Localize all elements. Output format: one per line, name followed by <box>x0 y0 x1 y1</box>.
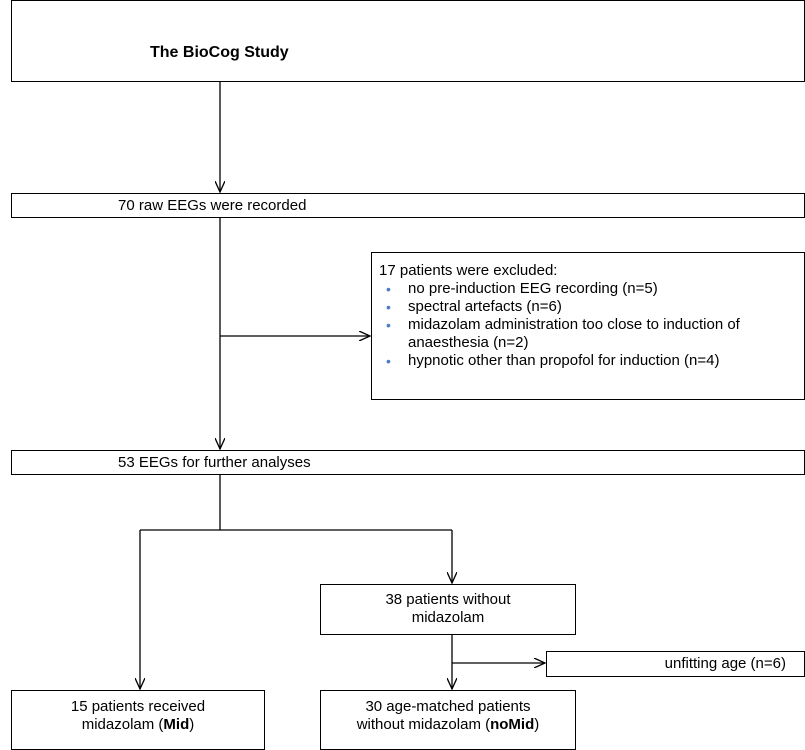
unfitting-age-text: unfitting age (n=6) <box>664 655 786 672</box>
mid-group-code: Mid <box>163 716 190 733</box>
nomid-group-text: 30 age-matched patients without midazola… <box>321 698 575 734</box>
exclusion-item: hypnotic other than propofol for inducti… <box>372 352 802 370</box>
exclusion-list: no pre-induction EEG recording (n=5) spe… <box>372 280 802 370</box>
without-midazolam-box: 38 patients without midazolam <box>320 584 576 635</box>
excluded-header: 17 patients were excluded: <box>379 262 558 279</box>
study-box: The BioCog Study <box>11 0 805 82</box>
mid-group-box: 15 patients received midazolam (Mid) <box>11 690 265 750</box>
further-analyses-box: 53 EEGs for further analyses <box>11 450 805 475</box>
unfitting-age-box: unfitting age (n=6) <box>546 651 805 677</box>
nomid-group-label: 30 age-matched patients without midazola… <box>356 698 531 733</box>
exclusion-item: no pre-induction EEG recording (n=5) <box>372 280 802 298</box>
nomid-group-code: noMid <box>490 716 535 733</box>
without-midazolam-text: 38 patients without midazolam <box>385 591 511 626</box>
mid-group-suffix: ) <box>189 716 195 733</box>
exclusion-item: midazolam administration too close to in… <box>372 316 802 352</box>
exclusion-item: spectral artefacts (n=6) <box>372 298 802 316</box>
excluded-box: 17 patients were excluded: no pre-induct… <box>371 252 805 400</box>
further-analyses-text: 53 EEGs for further analyses <box>118 454 311 471</box>
nomid-group-box: 30 age-matched patients without midazola… <box>320 690 576 750</box>
mid-group-text: 15 patients received midazolam (Mid) <box>12 698 264 734</box>
raw-eeg-box: 70 raw EEGs were recorded <box>11 193 805 218</box>
raw-eeg-text: 70 raw EEGs were recorded <box>118 197 307 214</box>
mid-group-label: 15 patients received midazolam ( <box>70 698 206 733</box>
study-title: The BioCog Study <box>150 44 289 61</box>
nomid-group-suffix: ) <box>534 716 540 733</box>
